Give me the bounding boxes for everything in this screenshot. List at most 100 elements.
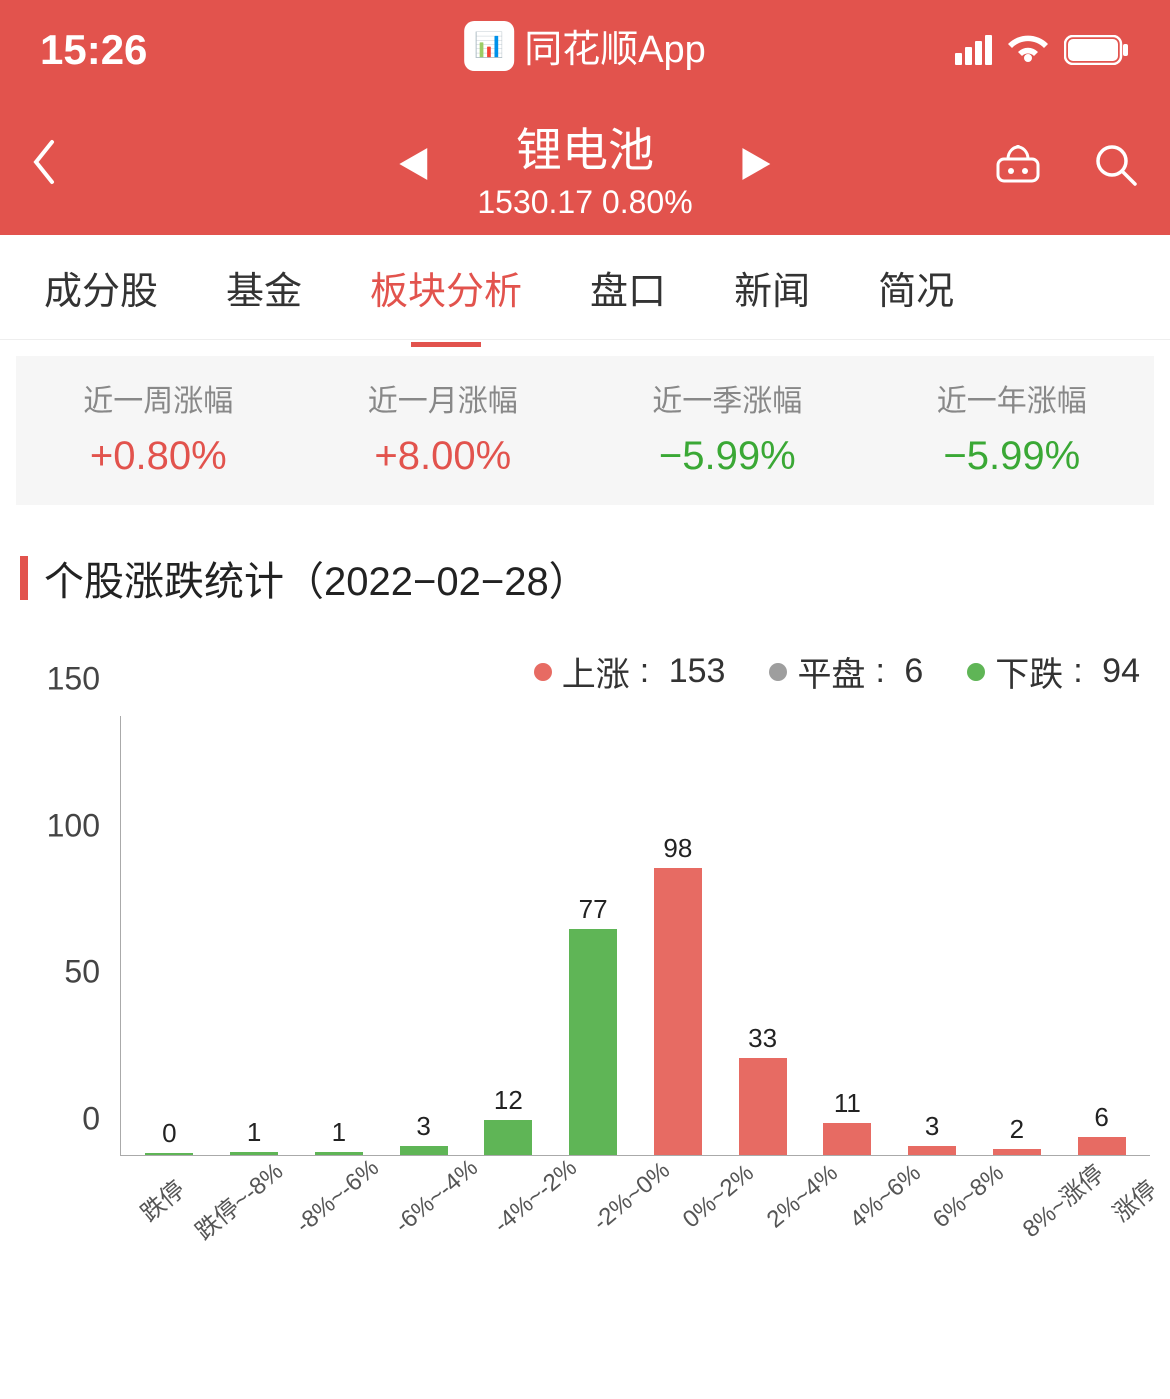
period-label: 近一季涨幅	[585, 376, 870, 420]
robot-icon	[994, 141, 1042, 189]
tab-4[interactable]: 新闻	[700, 260, 844, 315]
bar-rect	[145, 1153, 193, 1155]
app-badge-icon: 📊	[464, 21, 514, 71]
bar-11[interactable]: 6	[1059, 1102, 1144, 1155]
period-value: +0.80%	[16, 434, 301, 479]
sector-subtitle: 1530.17 0.80%	[477, 184, 692, 221]
section-title-text: 个股涨跌统计（2022−02−28）	[44, 549, 589, 607]
bar-rect	[908, 1146, 956, 1155]
bar-value-label: 12	[494, 1085, 523, 1116]
status-indicators	[955, 34, 1130, 66]
bar-0[interactable]: 0	[127, 1118, 212, 1155]
status-bar: 15:26 📊 同花顺App	[0, 0, 1170, 100]
tabs: 成分股基金板块分析盘口新闻简况	[0, 235, 1170, 340]
bar-value-label: 3	[416, 1111, 430, 1142]
bar-value-label: 6	[1094, 1102, 1108, 1133]
legend-up-dot	[534, 663, 552, 681]
plot-area: 01131277983311326	[120, 716, 1150, 1156]
battery-icon	[1064, 35, 1130, 65]
legend-up-label: 上涨	[562, 647, 630, 696]
next-stock-button[interactable]	[743, 147, 771, 189]
header-center: 锂电池 1530.17 0.80%	[399, 114, 770, 221]
legend-flat: 平盘: 6	[769, 647, 923, 696]
bar-rect	[315, 1152, 363, 1155]
legend-up-count: 153	[669, 652, 726, 691]
bar-10[interactable]: 2	[975, 1114, 1060, 1155]
search-icon	[1092, 141, 1140, 189]
period-row: 近一周涨幅 +0.80%近一月涨幅 +8.00%近一季涨幅−5.99%近一年涨幅 −5…	[16, 356, 1154, 505]
legend-flat-label: 平盘	[797, 647, 865, 696]
bar-value-label: 11	[834, 1088, 861, 1119]
bar-5[interactable]: 77	[551, 894, 636, 1155]
period-cell-3[interactable]: 近一年涨幅 −5.99%	[870, 376, 1155, 479]
bar-7[interactable]: 33	[720, 1023, 805, 1155]
bar-rect	[739, 1058, 787, 1155]
bar-1[interactable]: 1	[212, 1117, 297, 1155]
chart-legend: 上涨: 153 平盘: 6 下跌: 94	[0, 647, 1140, 696]
bar-rect	[484, 1120, 532, 1155]
header-title-block[interactable]: 锂电池 1530.17 0.80%	[477, 114, 692, 221]
bar-4[interactable]: 12	[466, 1085, 551, 1155]
tab-0[interactable]: 成分股	[10, 260, 192, 315]
period-value: −5.99%	[870, 434, 1155, 479]
header: 锂电池 1530.17 0.80%	[0, 100, 1170, 235]
period-cell-1[interactable]: 近一月涨幅 +8.00%	[301, 376, 586, 479]
bar-value-label: 1	[332, 1117, 346, 1148]
y-tick: 0	[82, 1101, 100, 1138]
section-accent-bar	[20, 556, 28, 600]
bar-value-label: 0	[162, 1118, 176, 1149]
bar-value-label: 1	[247, 1117, 261, 1148]
legend-down-count: 94	[1102, 652, 1140, 691]
distribution-chart: 050100150 01131277983311326 跌停跌停~-8%-8%~…	[20, 716, 1150, 1276]
period-cell-2[interactable]: 近一季涨幅−5.99%	[585, 376, 870, 479]
bar-value-label: 33	[748, 1023, 777, 1054]
period-label: 近一周涨幅	[16, 376, 301, 420]
sector-title: 锂电池	[477, 114, 692, 180]
legend-down: 下跌: 94	[967, 647, 1140, 696]
sector-price: 1530.17	[477, 184, 593, 220]
status-center: 📊 同花顺App	[464, 18, 706, 73]
period-label: 近一年涨幅	[870, 376, 1155, 420]
y-tick: 150	[47, 661, 100, 698]
tab-5[interactable]: 简况	[844, 260, 988, 315]
prev-stock-button[interactable]	[399, 147, 427, 189]
bar-value-label: 77	[579, 894, 608, 925]
legend-flat-dot	[769, 663, 787, 681]
bar-rect	[400, 1146, 448, 1155]
wifi-icon	[1006, 34, 1050, 66]
tab-3[interactable]: 盘口	[556, 260, 700, 315]
chevron-left-icon	[30, 138, 58, 186]
period-cell-0[interactable]: 近一周涨幅 +0.80%	[16, 376, 301, 479]
legend-down-label: 下跌	[995, 647, 1063, 696]
triangle-right-icon	[743, 148, 771, 180]
bar-value-label: 2	[1010, 1114, 1024, 1145]
status-time: 15:26	[40, 26, 147, 74]
y-tick: 50	[64, 954, 100, 991]
bar-rect	[823, 1123, 871, 1155]
bars-container: 01131277983311326	[121, 716, 1150, 1155]
bar-rect	[1078, 1137, 1126, 1155]
bar-rect	[230, 1152, 278, 1155]
legend-flat-count: 6	[904, 652, 923, 691]
app-name: 同花顺App	[524, 18, 706, 73]
back-button[interactable]	[30, 138, 58, 198]
triangle-left-icon	[399, 148, 427, 180]
bar-3[interactable]: 3	[381, 1111, 466, 1155]
sector-change: 0.80%	[602, 184, 693, 220]
bar-value-label: 98	[663, 833, 692, 864]
bar-rect	[993, 1149, 1041, 1155]
tab-1[interactable]: 基金	[192, 260, 336, 315]
search-button[interactable]	[1092, 141, 1140, 194]
bar-2[interactable]: 1	[297, 1117, 382, 1155]
period-value: +8.00%	[301, 434, 586, 479]
period-label: 近一月涨幅	[301, 376, 586, 420]
y-tick: 100	[47, 807, 100, 844]
tab-2[interactable]: 板块分析	[336, 260, 556, 315]
bar-6[interactable]: 98	[636, 833, 721, 1155]
bar-8[interactable]: 11	[805, 1088, 890, 1155]
candlestick-icon: 📊	[474, 31, 504, 60]
assistant-button[interactable]	[994, 141, 1042, 194]
bar-rect	[654, 868, 702, 1155]
cellular-signal-icon	[955, 35, 992, 65]
bar-9[interactable]: 3	[890, 1111, 975, 1155]
